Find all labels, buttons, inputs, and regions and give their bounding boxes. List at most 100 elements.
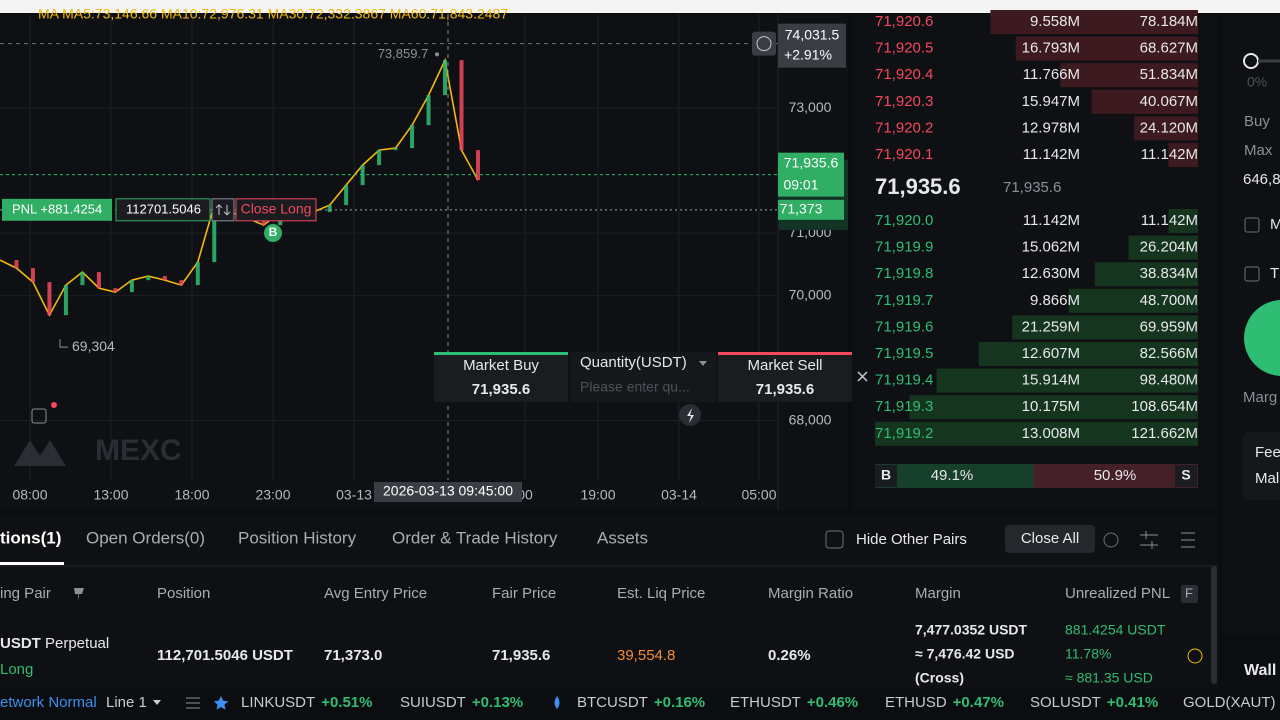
max-label: Max bbox=[1244, 142, 1273, 159]
book-total: 82.566M bbox=[1140, 345, 1198, 362]
close-all-label[interactable]: Close All bbox=[1021, 530, 1079, 547]
candle bbox=[63, 285, 68, 316]
close-quick-trade[interactable] bbox=[857, 371, 868, 382]
fee-box bbox=[1243, 432, 1280, 500]
pnl-label: PNL +881.4254 bbox=[12, 201, 102, 216]
liq-price: 39,554.8 bbox=[617, 647, 675, 664]
book-total: 38.834M bbox=[1140, 265, 1198, 282]
market-sell-price: 71,935.6 bbox=[756, 381, 814, 398]
book-price: 71,920.3 bbox=[875, 93, 933, 110]
book-size: 16.793M bbox=[1022, 40, 1080, 57]
candle bbox=[443, 60, 448, 96]
flash-icon bbox=[687, 408, 694, 423]
tab[interactable]: Open Orders(0) bbox=[86, 528, 205, 547]
watermark-logo bbox=[14, 440, 66, 466]
pnl-usd: ≈ 881.35 USD bbox=[1065, 670, 1153, 686]
ticker-symbol[interactable]: SOLUSDT bbox=[1030, 694, 1101, 711]
line-caret bbox=[153, 700, 161, 705]
candle bbox=[212, 205, 217, 263]
book-total: 11.142M bbox=[1141, 146, 1198, 163]
margin-usd: ≈ 7,476.42 USD bbox=[915, 646, 1015, 662]
crosshair-time-tag bbox=[374, 482, 522, 502]
ask-depth-bar bbox=[990, 10, 1198, 34]
pin-icon bbox=[74, 588, 84, 601]
tab[interactable]: Assets bbox=[597, 528, 648, 547]
column-header: Position bbox=[157, 585, 210, 602]
candle bbox=[162, 276, 167, 281]
book-last-price: 71,935.6 bbox=[875, 174, 961, 199]
star-icon bbox=[213, 696, 229, 710]
buy-label: Buy bbox=[1244, 113, 1270, 130]
x-tick-label: 08:00 bbox=[12, 487, 47, 503]
bid-depth-bar bbox=[978, 342, 1198, 366]
open-long-button[interactable] bbox=[1244, 300, 1280, 376]
ticker-symbol[interactable]: LINKUSDT bbox=[241, 694, 315, 711]
bid-depth-bar bbox=[1012, 315, 1198, 340]
book-total: 68.627M bbox=[1140, 40, 1198, 57]
buy-marker bbox=[264, 224, 282, 242]
book-total: 26.204M bbox=[1140, 239, 1198, 256]
menu-icon[interactable] bbox=[1181, 532, 1195, 548]
market-buy-label[interactable]: Market Buy bbox=[463, 357, 539, 374]
book-price: 71,919.4 bbox=[875, 372, 933, 389]
book-size: 12.630M bbox=[1022, 265, 1080, 282]
tab[interactable]: Order & Trade History bbox=[392, 528, 558, 547]
book-price: 71,920.1 bbox=[875, 146, 933, 163]
close-long-box[interactable] bbox=[235, 198, 317, 222]
candle bbox=[195, 262, 200, 286]
ticker-change: +0.47% bbox=[953, 694, 1004, 711]
tab[interactable]: Position History bbox=[238, 528, 357, 547]
buy-ratio-bar bbox=[875, 464, 1034, 488]
quantity-label: Quantity(USDT) bbox=[580, 354, 687, 371]
share-icon[interactable] bbox=[1187, 648, 1203, 664]
book-price: 71,920.0 bbox=[875, 212, 933, 229]
close-long-button[interactable]: Close Long bbox=[241, 201, 312, 217]
reverse-box[interactable] bbox=[211, 198, 235, 222]
market-sell-label[interactable]: Market Sell bbox=[747, 357, 822, 374]
calendar-icon[interactable] bbox=[31, 408, 47, 424]
book-total: 24.120M bbox=[1140, 119, 1198, 136]
bid-depth-bar bbox=[1128, 235, 1198, 260]
crosshair-tag bbox=[778, 23, 846, 68]
bid-depth-bar bbox=[909, 395, 1198, 420]
ask-depth-bar bbox=[1133, 116, 1198, 141]
tab[interactable]: tions(1) bbox=[0, 528, 61, 547]
ticker-symbol[interactable]: ETHUSDT bbox=[730, 694, 801, 711]
avg-entry: 71,373.0 bbox=[324, 647, 382, 664]
book-price: 71,919.5 bbox=[875, 345, 933, 362]
max-amount: 646,8 bbox=[1243, 171, 1280, 188]
hide-pairs-checkbox[interactable] bbox=[825, 530, 844, 549]
book-total: 78.184M bbox=[1140, 13, 1198, 30]
book-price: 71,920.2 bbox=[875, 119, 933, 136]
candle bbox=[80, 272, 85, 286]
option-2: T bbox=[1270, 265, 1279, 282]
market-sell-button[interactable] bbox=[718, 352, 852, 402]
quantity-input[interactable] bbox=[570, 352, 716, 402]
buy-ratio: 49.1% bbox=[931, 467, 974, 484]
ticker-symbol[interactable]: ETHUSD bbox=[885, 694, 947, 711]
pnl-pct: 11.78% bbox=[1065, 646, 1111, 662]
pnl: 881.4254 USDT bbox=[1065, 622, 1166, 638]
ticker-symbol[interactable]: SUIUSDT bbox=[400, 694, 466, 711]
buy-marker-label: B bbox=[269, 225, 278, 239]
low-marker bbox=[59, 339, 68, 348]
column-header: Avg Entry Price bbox=[324, 585, 427, 602]
slider-knob[interactable] bbox=[1243, 53, 1259, 69]
candle bbox=[459, 60, 464, 151]
zoom-button[interactable] bbox=[752, 31, 776, 56]
ticker-symbol[interactable]: GOLD(XAUT) bbox=[1183, 694, 1276, 711]
line-select[interactable]: Line 1 bbox=[106, 694, 147, 711]
candle bbox=[47, 282, 52, 316]
settings-icon[interactable] bbox=[1140, 531, 1158, 549]
ticker-symbol[interactable]: BTCUSDT bbox=[577, 694, 648, 711]
position-size: 112,701.5046 USDT bbox=[157, 647, 293, 664]
book-mark-price: 71,935.6 bbox=[1003, 179, 1061, 196]
maker-label: Mal bbox=[1255, 470, 1279, 487]
book-total: 108.654M bbox=[1131, 398, 1198, 415]
market-buy-button[interactable] bbox=[434, 352, 568, 402]
close-all-button[interactable] bbox=[1005, 525, 1095, 553]
network-status: etwork Normal bbox=[0, 694, 97, 711]
checkbox-1[interactable] bbox=[1244, 217, 1260, 233]
eth-drop-icon bbox=[554, 696, 560, 709]
checkbox-2[interactable] bbox=[1244, 266, 1260, 282]
